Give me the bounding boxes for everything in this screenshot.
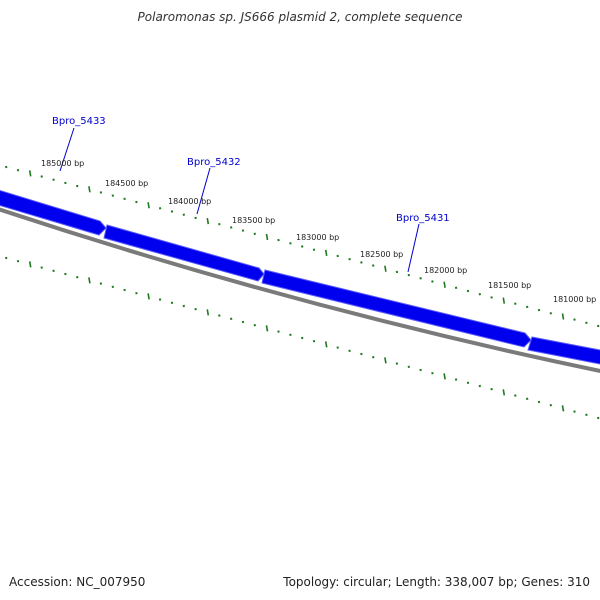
lower-tick-track <box>5 256 600 420</box>
sequence-summary: Topology: circular; Length: 338,007 bp; … <box>283 575 590 589</box>
lower-track-tick <box>206 309 210 316</box>
gene-label-bpro-5431[interactable]: Bpro_5431 <box>396 213 450 224</box>
gene-arrow-bpro-5431[interactable] <box>261 269 532 348</box>
lower-track-tick <box>147 293 150 300</box>
lower-track-tick <box>384 357 387 364</box>
map-title: Polaromonas sp. JS666 plasmid 2, complet… <box>137 10 463 24</box>
position-label-185000: 185000 bp <box>41 159 84 168</box>
lower-track-tick <box>324 341 328 348</box>
position-label-182000: 182000 bp <box>424 266 467 275</box>
gene-label-leader-bpro-5431 <box>407 223 420 273</box>
upper-track-tick <box>384 265 387 272</box>
accession-label: Accession: NC_007950 <box>9 575 146 589</box>
upper-tick-track <box>5 165 600 328</box>
upper-track-tick <box>324 249 328 257</box>
upper-track-tick <box>265 233 269 241</box>
upper-track-tick <box>206 217 210 225</box>
lower-track-tick <box>28 261 32 268</box>
gene-label-leader-bpro-5433 <box>59 127 75 172</box>
lower-track-tick <box>88 277 91 284</box>
upper-track-tick <box>147 202 150 209</box>
upper-track-tick <box>88 186 91 193</box>
gene-label-leader-bpro-5432 <box>196 167 211 215</box>
position-label-183500: 183500 bp <box>232 216 275 225</box>
upper-track-tick <box>28 170 32 177</box>
gene-arrow-bpro-5433[interactable] <box>0 189 107 236</box>
lower-track-tick <box>502 389 506 396</box>
position-label-183000: 183000 bp <box>296 233 339 242</box>
gene-label-bpro-5432[interactable]: Bpro_5432 <box>187 157 241 168</box>
gene-label-bpro-5433[interactable]: Bpro_5433 <box>52 116 106 127</box>
position-label-181000: 181000 bp <box>553 295 596 304</box>
lower-track-tick <box>443 373 446 380</box>
upper-track-tick <box>561 313 565 320</box>
upper-track-tick <box>502 297 506 304</box>
lower-track-tick <box>561 405 565 412</box>
upper-track-tick <box>443 281 446 288</box>
gene-arrow-next[interactable] <box>527 336 600 365</box>
position-label-184500: 184500 bp <box>105 179 148 188</box>
position-label-181500: 181500 bp <box>488 281 531 290</box>
sequence-backbone <box>0 207 600 373</box>
position-label-184000: 184000 bp <box>168 197 211 206</box>
position-label-182500: 182500 bp <box>360 250 403 259</box>
lower-track-tick <box>265 325 269 332</box>
gene-arrow-bpro-5432[interactable] <box>103 224 265 282</box>
